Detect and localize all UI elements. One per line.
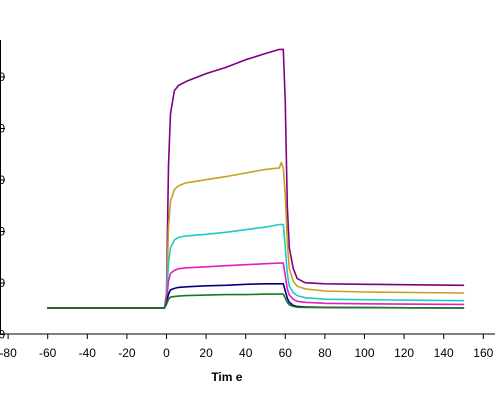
x-tick-label: 80 (318, 346, 332, 360)
y-tick-label: 0 (0, 225, 5, 239)
x-tick-label: 40 (239, 346, 253, 360)
series-line-1 (46, 48, 465, 309)
x-tick-label: 140 (434, 346, 454, 360)
x-tick-label: -20 (118, 346, 136, 360)
x-tick-label: 0 (163, 346, 170, 360)
y-tick-label: 0 (0, 276, 5, 290)
series-line-2 (46, 161, 465, 309)
x-tick-label: -60 (39, 346, 57, 360)
x-tick-label: -80 (0, 346, 17, 360)
x-tick-label: 120 (394, 346, 414, 360)
series-line-4 (46, 262, 465, 309)
x-axis-title: Tim e (211, 370, 242, 384)
y-tick-label: 0 (0, 173, 5, 187)
x-tick-label: 100 (354, 346, 374, 360)
series-line-3 (46, 223, 465, 309)
y-tick-label: 0 (0, 70, 5, 84)
x-tick-label: -40 (79, 346, 97, 360)
axes-layer: -80 -60 -40 -20 0 20 40 60 80 100 120 140 160 0 0 0 0 0 0 (0, 40, 495, 360)
x-tick-label: 20 (199, 346, 213, 360)
series-layer (46, 48, 465, 309)
y-tick-label: 0 (0, 328, 5, 342)
y-tick-label: 0 (0, 122, 5, 136)
series-line-6 (46, 293, 465, 309)
x-tick-label: 160 (473, 346, 493, 360)
x-tick-label: 60 (279, 346, 293, 360)
series-line-5 (46, 283, 465, 309)
